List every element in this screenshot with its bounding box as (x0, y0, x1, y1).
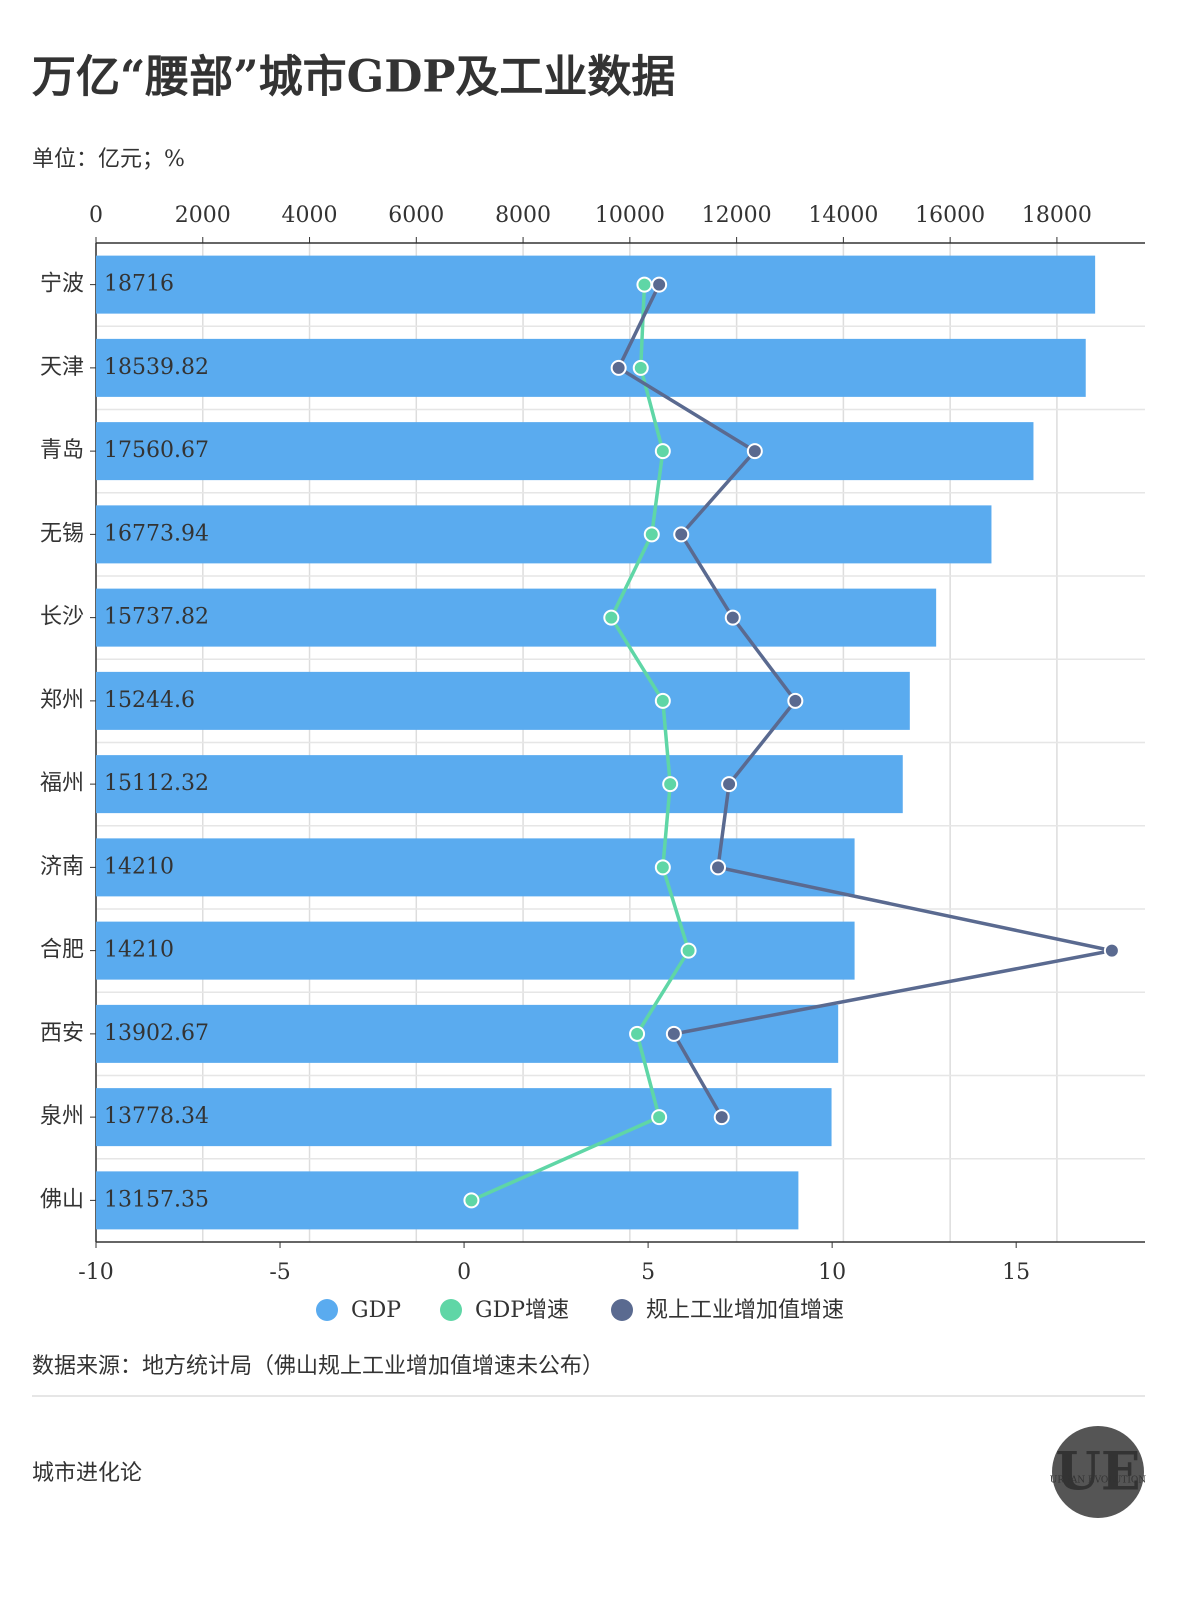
y-tick-label: 济南 (40, 854, 84, 879)
data-label: 18716 (104, 272, 174, 297)
point (721, 776, 738, 793)
data-label: 13902.67 (104, 1021, 209, 1046)
point (636, 276, 653, 293)
point (651, 276, 668, 293)
bar (96, 505, 992, 564)
y-tick-label: 无锡 (40, 521, 84, 546)
point (710, 859, 727, 876)
legend-marker (440, 1299, 462, 1321)
point (673, 526, 690, 543)
data-label: 15737.82 (104, 605, 209, 630)
line (470, 284, 691, 1202)
x-tick-label: 14000 (808, 203, 878, 228)
bar (96, 255, 1096, 314)
point (746, 443, 763, 460)
y-tick-label: 泉州 (40, 1104, 84, 1129)
x-tick-label: 0 (89, 203, 103, 228)
x-tick-label: 6000 (388, 203, 444, 228)
x-tick-label: 16000 (915, 203, 985, 228)
logo: UE (1056, 1442, 1141, 1503)
bar (96, 921, 855, 980)
bar (96, 422, 1034, 481)
bar (96, 338, 1086, 397)
point (713, 1109, 730, 1126)
data-label: 15244.6 (104, 688, 195, 713)
bar (96, 755, 903, 814)
x2-tick-label: 10 (818, 1260, 846, 1285)
y-tick-label: 宁波 (40, 272, 84, 297)
bar (96, 1171, 799, 1230)
data-label: 13778.34 (104, 1104, 209, 1129)
y-tick-label: 合肥 (40, 938, 84, 963)
y-tick-label: 福州 (40, 771, 84, 796)
point (654, 859, 671, 876)
point (629, 1025, 646, 1042)
y-tick-label: 青岛 (40, 438, 84, 463)
point (603, 609, 620, 626)
point (662, 776, 679, 793)
point (654, 692, 671, 709)
x2-tick-label: 15 (1002, 1260, 1030, 1285)
bar (96, 671, 910, 730)
x2-tick-label: -5 (269, 1260, 290, 1285)
point (654, 443, 671, 460)
data-label: 16773.94 (104, 521, 209, 546)
bar (96, 1004, 839, 1063)
logo-circle (1052, 1426, 1144, 1518)
data-label: 18539.82 (104, 355, 209, 380)
legend-label: GDP增速 (475, 1298, 569, 1323)
y-tick-label: 长沙 (40, 605, 84, 630)
point (1103, 942, 1120, 959)
logo-text: URBAN EVOLUTION (1050, 1476, 1147, 1486)
x-tick-label: 18000 (1022, 203, 1092, 228)
y-tick-label: 天津 (40, 355, 84, 380)
bar (96, 588, 937, 647)
point (610, 359, 627, 376)
legend-label: 规上工业增加值增速 (646, 1298, 844, 1323)
y-tick-label: 佛山 (40, 1187, 84, 1212)
point (643, 526, 660, 543)
x-tick-label: 10000 (595, 203, 665, 228)
point (787, 692, 804, 709)
data-label: 14210 (104, 938, 174, 963)
brand: 城市进化论 (32, 1461, 142, 1486)
data-label: 17560.67 (104, 438, 209, 463)
point (651, 1109, 668, 1126)
x-tick-label: 2000 (175, 203, 231, 228)
point (724, 609, 741, 626)
x-tick-label: 4000 (282, 203, 338, 228)
chart-title: 万亿“腰部”城市GDP及工业数据 (32, 52, 675, 103)
data-label: 15112.32 (104, 771, 209, 796)
point (665, 1025, 682, 1042)
x2-tick-label: 0 (457, 1260, 471, 1285)
point (632, 359, 649, 376)
x2-tick-label: -10 (78, 1260, 113, 1285)
data-label: 14210 (104, 854, 174, 879)
y-tick-label: 西安 (40, 1021, 84, 1046)
legend-marker (611, 1299, 633, 1321)
point (463, 1192, 480, 1209)
legend-marker (316, 1299, 338, 1321)
y-tick-label: 郑州 (40, 688, 84, 713)
point (680, 942, 697, 959)
source-note: 数据来源：地方统计局（佛山规上工业增加值增速未公布） (32, 1354, 604, 1379)
bar (96, 838, 855, 897)
x2-tick-label: 5 (641, 1260, 655, 1285)
chart-subtitle: 单位：亿元；% (32, 147, 185, 172)
data-label: 13157.35 (104, 1187, 209, 1212)
legend-label: GDP (351, 1298, 401, 1323)
x-tick-label: 8000 (495, 203, 551, 228)
x-tick-label: 12000 (702, 203, 772, 228)
